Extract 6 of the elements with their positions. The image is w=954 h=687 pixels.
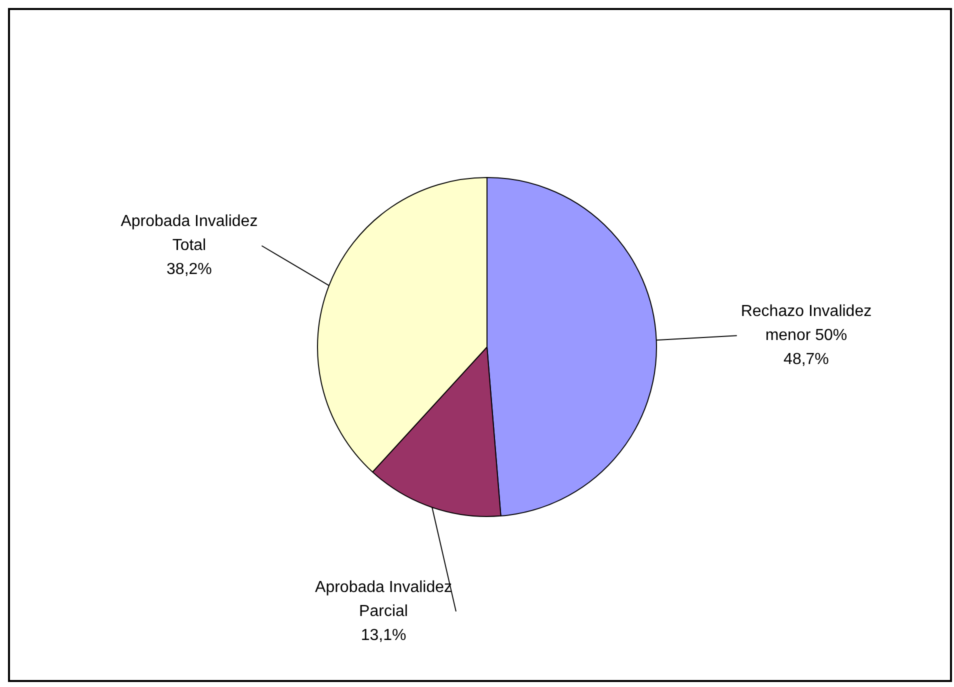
slice-label: Aprobada Invalidez Total: [120, 213, 258, 254]
data-label: 48,7%: [784, 350, 829, 368]
slice-label: Aprobada Invalidez Parcial: [315, 578, 452, 620]
data-label: 13,1%: [360, 626, 406, 644]
slice-label: Rechazo Invalidez menor 50%: [740, 302, 872, 344]
data-label: 38,2%: [166, 261, 212, 278]
